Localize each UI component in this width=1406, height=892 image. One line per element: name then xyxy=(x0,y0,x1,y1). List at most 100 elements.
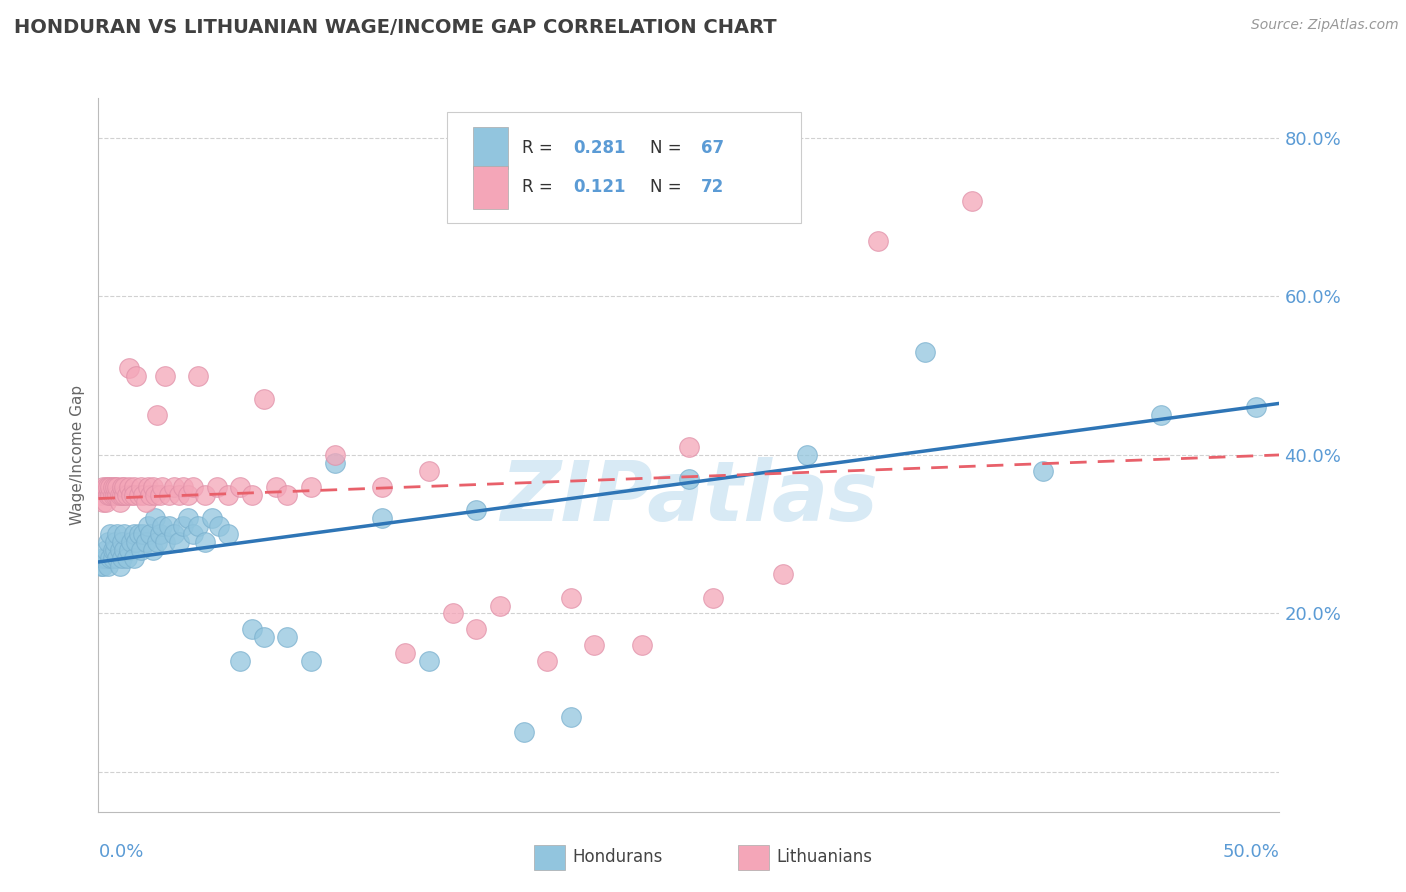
Point xyxy=(678,472,700,486)
Point xyxy=(253,392,276,407)
Point xyxy=(98,551,121,566)
Point xyxy=(115,551,138,566)
Point xyxy=(187,519,209,533)
Point xyxy=(97,480,120,494)
Point xyxy=(866,234,889,248)
Point xyxy=(205,480,228,494)
Point xyxy=(139,487,162,501)
Point xyxy=(146,535,169,549)
Point xyxy=(128,487,150,501)
Point xyxy=(94,543,117,558)
Point xyxy=(129,543,152,558)
Point xyxy=(101,487,124,501)
Point xyxy=(394,646,416,660)
Point xyxy=(94,495,117,509)
Point xyxy=(1150,409,1173,423)
Point xyxy=(772,566,794,581)
Text: 0.0%: 0.0% xyxy=(98,844,143,862)
Point xyxy=(91,495,114,509)
Point xyxy=(371,480,394,494)
FancyBboxPatch shape xyxy=(472,166,508,209)
Point xyxy=(129,480,152,494)
Point xyxy=(108,495,131,509)
Point xyxy=(118,543,141,558)
Point xyxy=(121,535,143,549)
Point xyxy=(418,464,440,478)
Point xyxy=(702,591,724,605)
Point xyxy=(98,527,121,541)
Point xyxy=(112,487,135,501)
Point xyxy=(217,527,239,541)
Point xyxy=(136,480,159,494)
Point xyxy=(135,495,157,509)
Point xyxy=(149,487,172,501)
Point xyxy=(125,535,148,549)
Point xyxy=(111,551,134,566)
Point xyxy=(94,480,117,494)
Point xyxy=(98,480,121,494)
Point xyxy=(512,725,534,739)
Point xyxy=(172,480,194,494)
Point xyxy=(94,551,117,566)
Text: 0.121: 0.121 xyxy=(574,178,626,196)
Point xyxy=(240,623,263,637)
Point xyxy=(121,487,143,501)
Point xyxy=(115,487,138,501)
Text: 67: 67 xyxy=(700,139,724,157)
Point xyxy=(111,535,134,549)
Point xyxy=(135,535,157,549)
Point xyxy=(560,709,582,723)
Point xyxy=(217,487,239,501)
Point xyxy=(105,487,128,501)
Point xyxy=(962,194,984,209)
Point xyxy=(163,527,186,541)
Point xyxy=(118,480,141,494)
Y-axis label: Wage/Income Gap: Wage/Income Gap xyxy=(70,384,86,525)
Point xyxy=(104,480,127,494)
Point xyxy=(125,368,148,383)
Text: HONDURAN VS LITHUANIAN WAGE/INCOME GAP CORRELATION CHART: HONDURAN VS LITHUANIAN WAGE/INCOME GAP C… xyxy=(14,18,776,37)
Point xyxy=(157,487,180,501)
Point xyxy=(323,456,346,470)
Point xyxy=(187,368,209,383)
Text: Hondurans: Hondurans xyxy=(572,848,662,866)
Point xyxy=(104,487,127,501)
Point xyxy=(122,487,145,501)
Point xyxy=(111,480,134,494)
Point xyxy=(90,487,112,501)
Point xyxy=(167,535,190,549)
Text: Lithuanians: Lithuanians xyxy=(776,848,872,866)
Point xyxy=(177,487,200,501)
Point xyxy=(132,527,155,541)
Text: 0.281: 0.281 xyxy=(574,139,626,157)
FancyBboxPatch shape xyxy=(472,127,508,169)
Text: N =: N = xyxy=(650,139,688,157)
Point xyxy=(441,607,464,621)
Point xyxy=(299,654,322,668)
Text: 72: 72 xyxy=(700,178,724,196)
Point xyxy=(112,527,135,541)
Point xyxy=(142,543,165,558)
Point xyxy=(122,480,145,494)
Point xyxy=(101,551,124,566)
Point xyxy=(150,480,173,494)
Point xyxy=(105,551,128,566)
Point xyxy=(229,654,252,668)
Point xyxy=(108,558,131,573)
Point xyxy=(181,527,204,541)
Point xyxy=(208,519,231,533)
Point xyxy=(167,487,190,501)
Text: R =: R = xyxy=(523,139,558,157)
Point xyxy=(143,511,166,525)
Point xyxy=(108,487,131,501)
Point xyxy=(583,638,606,652)
Point xyxy=(276,487,298,501)
Point xyxy=(194,487,217,501)
Point xyxy=(796,448,818,462)
Point xyxy=(111,487,134,501)
Point xyxy=(240,487,263,501)
Point xyxy=(678,440,700,454)
Text: 50.0%: 50.0% xyxy=(1223,844,1279,862)
Point xyxy=(914,344,936,359)
Point xyxy=(128,527,150,541)
